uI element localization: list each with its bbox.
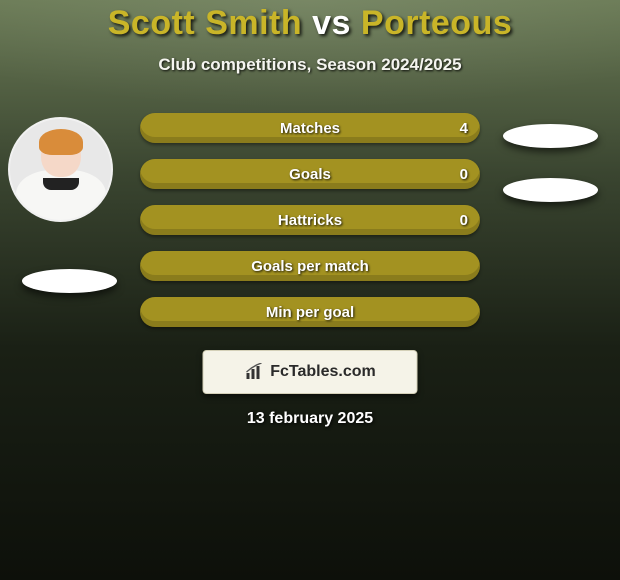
avatar-hair	[39, 129, 83, 155]
stat-value-left: 4	[460, 113, 468, 143]
brand-badge: FcTables.com	[203, 350, 418, 394]
stat-bar-hattricks: Hattricks 0	[140, 205, 480, 235]
player1-name: Scott Smith	[108, 4, 302, 42]
subtitle: Club competitions, Season 2024/2025	[0, 55, 620, 75]
stat-label: Min per goal	[140, 297, 480, 327]
date-text: 13 february 2025	[0, 410, 620, 428]
stat-bars: Matches 4 Goals 0 Hattricks 0 Goals per …	[140, 113, 480, 343]
blank-pill	[22, 269, 117, 293]
vs-connector: vs	[312, 4, 351, 42]
stat-value-left: 0	[460, 205, 468, 235]
stat-bar-goals: Goals 0	[140, 159, 480, 189]
stat-bar-matches: Matches 4	[140, 113, 480, 143]
brand-text: FcTables.com	[270, 363, 376, 381]
stat-label: Goals per match	[140, 251, 480, 281]
stat-label: Matches	[140, 113, 480, 143]
infographic-container: Scott Smith vs Porteous Club competition…	[0, 0, 620, 580]
player1-avatar	[8, 117, 113, 222]
stat-label: Hattricks	[140, 205, 480, 235]
page-title: Scott Smith vs Porteous	[0, 4, 620, 43]
stat-value-left: 0	[460, 159, 468, 189]
blank-pill	[503, 178, 598, 202]
blank-pill	[503, 124, 598, 148]
stat-bar-goals-per-match: Goals per match	[140, 251, 480, 281]
stat-bar-min-per-goal: Min per goal	[140, 297, 480, 327]
player2-name: Porteous	[361, 4, 512, 42]
chart-icon	[244, 363, 266, 381]
stat-label: Goals	[140, 159, 480, 189]
avatar-collar	[43, 178, 79, 190]
